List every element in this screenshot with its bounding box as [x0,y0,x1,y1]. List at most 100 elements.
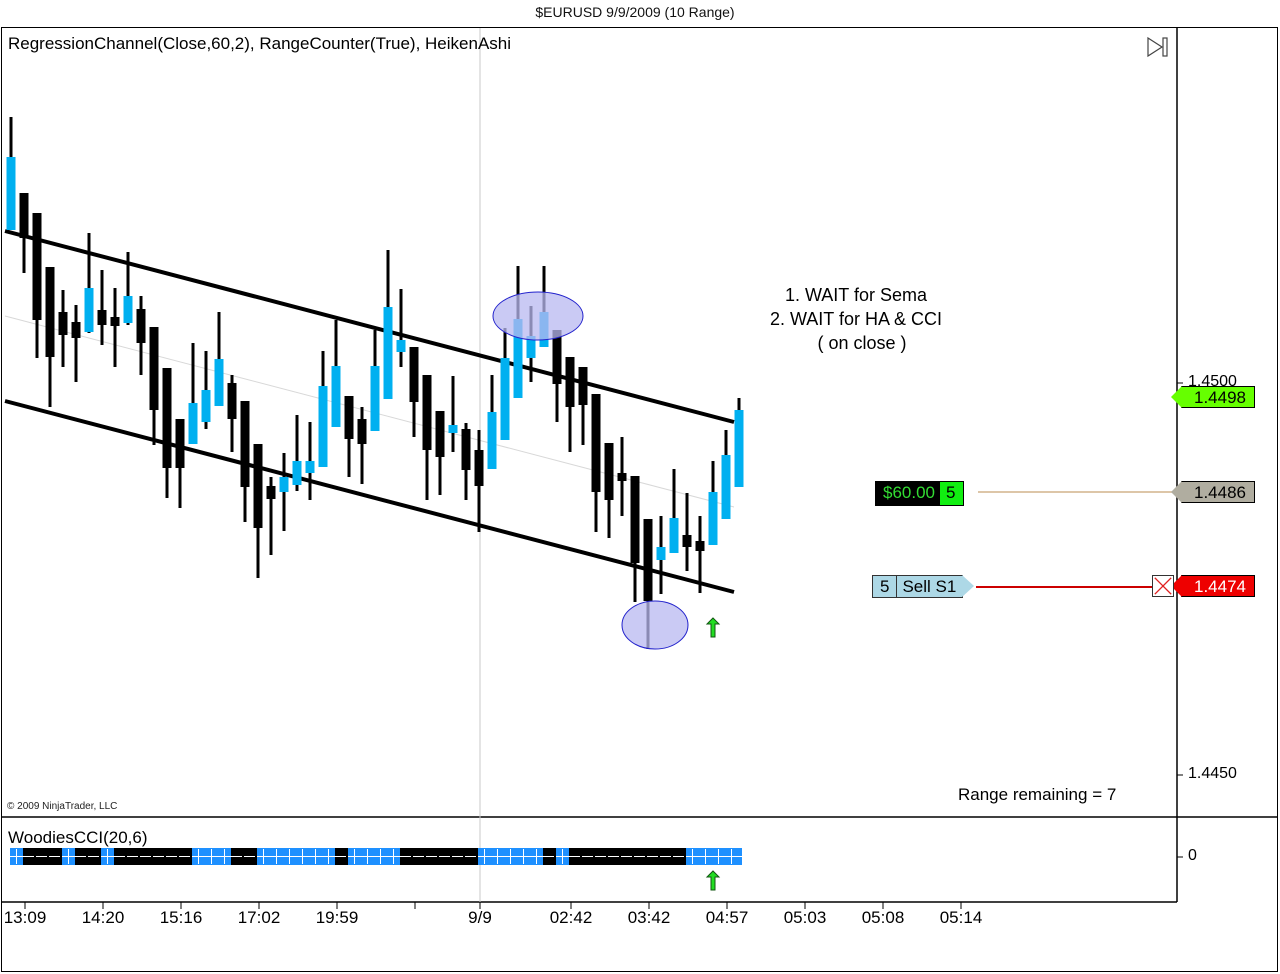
y-tick-label-1: 1.4500 [1188,373,1237,390]
candle-body [409,347,419,402]
candle [357,407,367,484]
candle [45,267,55,407]
x-tick-label: 05:08 [861,908,905,927]
candle [461,423,471,500]
candle [604,443,614,538]
candle-body [162,368,172,468]
candle-body [305,461,315,473]
candle [448,376,458,452]
candle-body [565,357,575,407]
x-tick-label: 13:09 [3,908,47,927]
position-pnl-box[interactable]: $60.00 5 [875,481,965,506]
candle-body [331,366,341,427]
order-tip [962,575,975,597]
candle [630,476,640,602]
candle [58,290,68,367]
candle-body [344,396,354,439]
candle-body [292,461,302,485]
candle-body [240,401,250,487]
candle-body [71,322,81,338]
candle [565,357,575,452]
chart-frame [1,27,1278,972]
regression-lower-line [4,399,735,594]
candle-body [6,157,16,230]
x-axis-ticks [24,902,962,909]
candle [123,252,133,325]
y-axis-ticks [1177,382,1183,858]
candle-body [617,473,627,481]
indicators-label: RegressionChannel(Close,60,2), RangeCoun… [8,34,512,53]
candle [474,430,484,532]
candle-body [734,410,744,487]
last-price-tag: 1.4498 [1171,386,1255,408]
y-tick-label-2: 1.4450 [1188,765,1237,782]
x-tick-label: 14:20 [81,908,125,927]
position-quantity: 5 [940,482,964,505]
candle-body [721,455,731,519]
x-tick-label: 05:03 [783,908,827,927]
copyright: © 2009 NinjaTrader, LLC [7,801,118,812]
candle [214,312,224,406]
candle-body [45,267,55,357]
position-avg-price-tag: 1.4486 [1171,481,1255,503]
candle [305,422,315,500]
x-tick-label: 9/9 [468,908,492,927]
scroll-to-end-icon[interactable] [1146,36,1172,60]
candle [409,347,419,437]
position-pnl: $60.00 [876,482,940,505]
candle-body [149,327,159,410]
candle-body [175,419,185,468]
window-title: $EURUSD 9/9/2009 (10 Range) [535,4,735,20]
candle [669,469,679,553]
cancel-order-button[interactable] [1152,575,1174,597]
highlight-ellipse [621,600,689,650]
candle-body [123,296,133,323]
candle [279,453,289,531]
candle [318,351,328,467]
candle [110,288,120,367]
candle [682,493,692,571]
candle-body [435,411,445,457]
candle [734,398,744,487]
candle [331,320,341,427]
candle [227,375,237,452]
x-tick-label: 15:16 [159,908,203,927]
candle-body [19,193,29,238]
candle [435,411,445,495]
candle [162,368,172,498]
heiken-ashi-candles [6,117,744,649]
range-remaining: Range remaining = 7 [958,785,1117,804]
candle-body [682,535,692,547]
candle [500,328,510,440]
candle [617,437,627,516]
candle-body [526,336,536,358]
cci-y-tick-label: 0 [1188,847,1197,864]
candle [201,351,211,429]
candle [97,270,107,345]
candle-body [357,419,367,444]
candle-body [279,477,289,492]
candle-body [32,213,42,320]
candle-body [604,443,614,500]
x-tick-label: 17:02 [237,908,281,927]
sell-order-box[interactable]: 5 Sell S1 [872,575,975,598]
candle-body [591,394,601,492]
highlight-ellipse [492,291,584,341]
candle-body [695,541,705,551]
order-quantity[interactable]: 5 [872,575,898,598]
candle [149,327,159,445]
annotation-line-3: ( on close ) [817,333,907,353]
candle-body [84,288,94,332]
candle-body [669,518,679,553]
candle-body [266,486,276,499]
candle [487,375,497,469]
candle [370,330,380,431]
regression-channel [4,229,735,594]
candle [344,396,354,477]
candle [175,419,185,508]
candle-body [656,547,666,560]
candle [721,430,731,519]
candle-body [188,403,198,444]
candle [656,516,666,594]
